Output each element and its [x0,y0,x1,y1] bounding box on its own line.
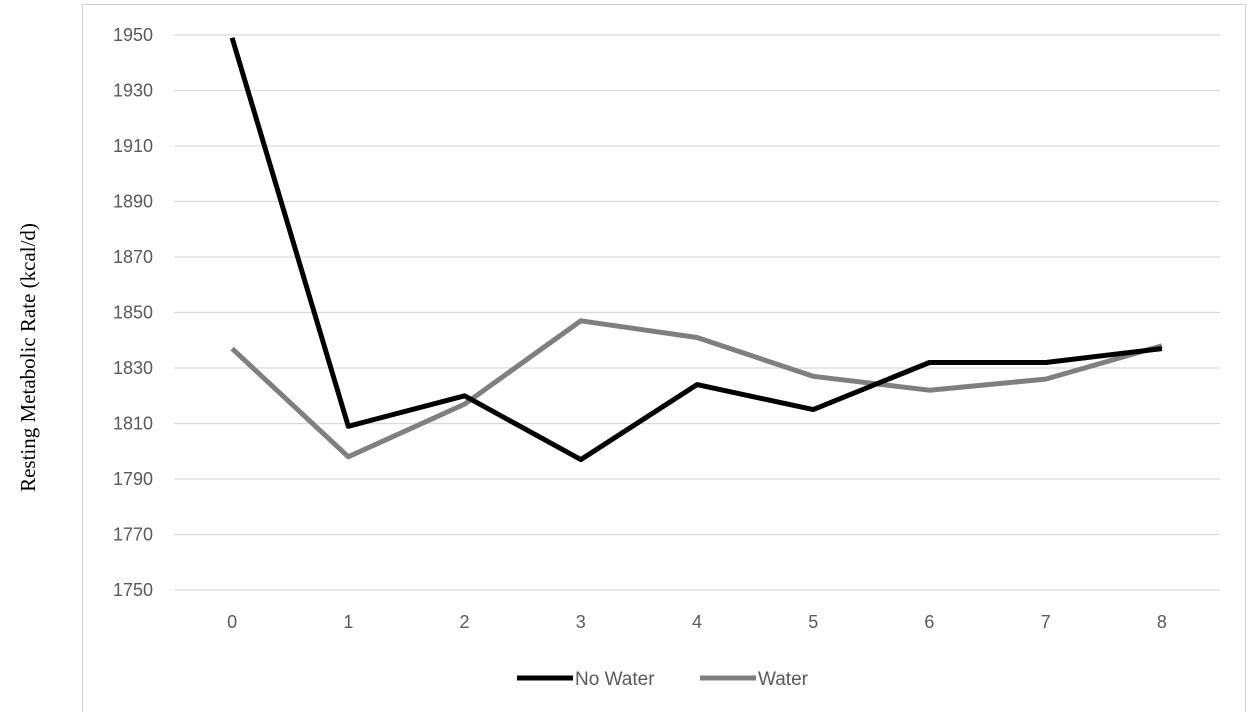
legend: No Water Water [517,669,809,690]
y-tick-label: 1870 [113,247,153,267]
x-tick-label: 5 [808,612,818,632]
x-tick-label: 4 [692,612,702,632]
x-tick-label: 3 [576,612,586,632]
y-tick-label: 1750 [113,580,153,600]
y-tick-label: 1930 [113,81,153,101]
series-line-no-water [229,37,1163,463]
x-tick-label: 8 [1157,612,1167,632]
y-tick-label: 1770 [113,525,153,545]
x-tick-label: 6 [924,612,934,632]
y-tick-label: 1910 [113,136,153,156]
y-tick-label: 1830 [113,358,153,378]
y-tick-label: 1890 [113,192,153,212]
series-line-water [230,318,1163,460]
x-tick-label: 7 [1041,612,1051,632]
x-tick-labels: 0 1 2 3 4 5 6 7 8 [227,612,1167,632]
y-tick-labels: 1750 1770 1790 1810 1830 1850 1870 1890 1910 1930… [113,25,153,600]
x-tick-label: 0 [227,612,237,632]
y-tick-label: 1950 [113,25,153,45]
legend-label: No Water [575,669,655,690]
chart-frame [82,4,1246,712]
series-lines [229,37,1163,463]
y-tick-label: 1810 [113,414,153,434]
y-tick-label: 1850 [113,303,153,323]
legend-label: Water [758,669,809,690]
gridlines [174,34,1220,591]
x-tick-label: 2 [460,612,470,632]
x-tick-label: 1 [343,612,353,632]
y-tick-label: 1790 [113,469,153,489]
